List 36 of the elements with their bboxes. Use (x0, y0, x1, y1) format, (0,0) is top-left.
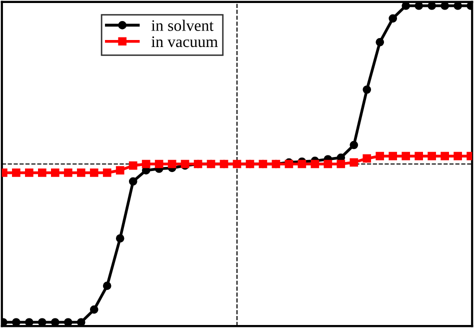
point (64, 168, 72, 177)
point (76, 168, 86, 177)
point (310, 160, 320, 168)
point (142, 160, 150, 168)
point (362, 85, 372, 94)
point (350, 158, 358, 167)
point (376, 152, 384, 160)
legend-label: in solvent (151, 20, 214, 31)
point (12, 168, 20, 177)
point (38, 168, 46, 177)
point (154, 160, 164, 168)
point (428, 152, 436, 160)
point (116, 166, 124, 174)
point (440, 152, 449, 160)
point (376, 38, 384, 46)
point (324, 160, 332, 168)
point (25, 168, 34, 177)
legend-label: in vacuum (151, 36, 218, 48)
point (90, 305, 98, 314)
point (50, 168, 60, 177)
point (298, 160, 306, 168)
point (102, 168, 112, 177)
point (388, 14, 398, 23)
point (128, 161, 138, 170)
point (388, 152, 398, 160)
point (402, 152, 410, 160)
point (90, 168, 98, 177)
point (102, 282, 112, 290)
point (350, 140, 358, 150)
point (362, 154, 372, 163)
point (336, 160, 346, 168)
point (414, 152, 424, 160)
point (116, 234, 124, 243)
point (128, 177, 138, 186)
point (454, 152, 462, 160)
point (168, 160, 176, 168)
